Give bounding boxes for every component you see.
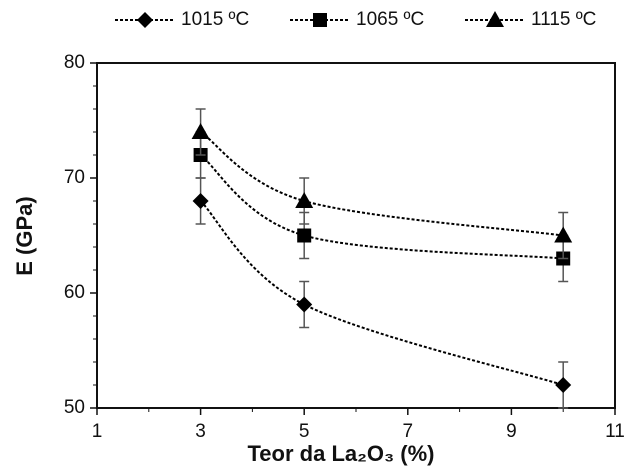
legend-marker <box>313 13 327 27</box>
marker <box>191 123 210 139</box>
x-tick-label: 5 <box>299 421 310 442</box>
x-tick-label: 7 <box>403 421 414 442</box>
series-line <box>199 200 564 386</box>
x-tick-label: 11 <box>605 421 625 442</box>
marker <box>554 226 573 243</box>
y-tick-label: 70 <box>64 167 85 188</box>
legend-marker <box>486 11 504 27</box>
legend-label: 1065 ºC <box>356 9 424 30</box>
plot-frame <box>96 62 616 409</box>
marker <box>295 192 314 208</box>
marker <box>192 193 209 209</box>
x-axis-label: Teor da La₂O₃ (%) <box>248 441 435 466</box>
marker <box>296 296 313 313</box>
x-tick-label: 1 <box>92 421 103 442</box>
legend-marker <box>137 12 153 28</box>
series-line <box>200 131 564 237</box>
y-axis-label: E (GPa) <box>12 196 37 275</box>
x-tick-label: 9 <box>506 421 517 442</box>
legend-label: 1115 ºC <box>531 9 596 30</box>
marker <box>297 228 312 243</box>
series-line <box>199 154 564 260</box>
legend-label: 1015 ºC <box>181 9 249 30</box>
x-tick-label: 3 <box>195 421 206 442</box>
y-tick-label: 50 <box>64 397 85 418</box>
y-tick-label: 60 <box>64 282 85 303</box>
y-tick-label: 80 <box>64 52 85 73</box>
marker <box>555 377 572 393</box>
